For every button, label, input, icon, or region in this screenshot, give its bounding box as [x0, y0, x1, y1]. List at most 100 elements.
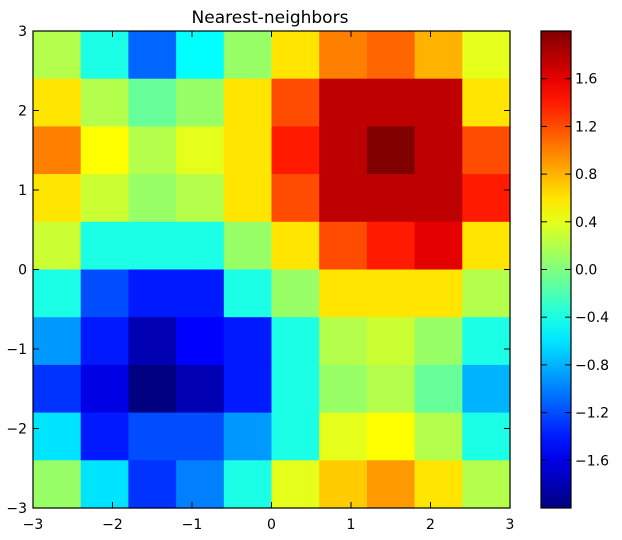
heatmap-cell: [80, 460, 129, 509]
colorbar-tick-label: −1.2: [575, 406, 609, 422]
heatmap-cell: [366, 221, 416, 271]
y-axis: 3 2 1 0 −1 −2 −3: [6, 24, 510, 517]
x-tick-label: 0: [267, 517, 276, 533]
heatmap-cell: [414, 364, 463, 414]
heatmap-cell: [128, 31, 177, 80]
colorbar-tick-label: 0.4: [575, 215, 597, 231]
heatmap-cell: [414, 412, 463, 461]
y-tick-label: −2: [6, 422, 27, 438]
heatmap-cell: [223, 412, 273, 461]
heatmap-cell: [33, 126, 82, 175]
colorbar-tick-label: −1.6: [575, 453, 609, 469]
heatmap-cell: [223, 31, 273, 80]
heatmap-cell: [80, 174, 129, 223]
heatmap-cell: [414, 269, 463, 318]
colorbar-tick-label: 0.8: [575, 167, 597, 183]
heatmap-cell: [176, 269, 225, 318]
heatmap-cell: [223, 269, 273, 318]
heatmap-cell: [366, 269, 416, 318]
heatmap-cell: [128, 269, 177, 318]
heatmap-cell: [176, 78, 225, 127]
colorbar-tick-label: −0.4: [575, 310, 609, 326]
heatmap-cell: [462, 269, 511, 318]
heatmap-cell: [414, 174, 463, 223]
y-tick-label: 2: [18, 104, 27, 120]
heatmap-cell: [128, 412, 177, 461]
heatmap-cell: [271, 78, 320, 127]
heatmap-cell: [128, 317, 177, 366]
heatmap-cell: [80, 317, 129, 366]
heatmap-cell: [80, 31, 129, 80]
heatmap-cell: [33, 364, 82, 414]
heatmap-cell: [414, 460, 463, 509]
heatmap-cell: [223, 460, 273, 509]
heatmap-cell: [271, 31, 320, 80]
heatmap-cell: [366, 31, 416, 80]
colorbar-tick-label: 1.6: [575, 72, 597, 88]
heatmap-cell: [271, 269, 320, 318]
heatmap-cell: [80, 269, 129, 318]
heatmap-cell: [128, 174, 177, 223]
heatmap-cell: [271, 126, 320, 175]
colorbar-tick-label: 1.2: [575, 119, 597, 135]
heatmap-cell: [33, 78, 82, 127]
x-tick-label: −3: [23, 517, 44, 533]
heatmap-cell: [223, 221, 273, 271]
heatmap-cell: [128, 460, 177, 509]
y-tick-label: 0: [18, 263, 27, 279]
heatmap-cell: [223, 364, 273, 414]
heatmap-cell: [319, 221, 368, 271]
y-tick-label: 3: [18, 24, 27, 40]
heatmap-cell: [366, 317, 416, 366]
y-tick-label: −1: [6, 342, 27, 358]
heatmap-cell: [462, 317, 511, 366]
heatmap-cell: [223, 78, 273, 127]
heatmap-cell: [176, 460, 225, 509]
heatmap-cell: [462, 364, 511, 414]
heatmap-cell: [271, 460, 320, 509]
heatmap-cell: [176, 31, 225, 80]
heatmap-cell: [319, 317, 368, 366]
heatmap-cell: [33, 221, 82, 271]
heatmap-cell: [176, 364, 225, 414]
heatmap-cell: [462, 174, 511, 223]
heatmap-cell: [80, 78, 129, 127]
colorbar-tick-label: −0.8: [575, 358, 609, 374]
heatmap-cell: [271, 174, 320, 223]
heatmap-cell: [33, 460, 82, 509]
heatmap-cell: [319, 460, 368, 509]
heatmap-cell: [33, 174, 82, 223]
heatmap-cell: [366, 78, 416, 127]
heatmap-cell: [223, 126, 273, 175]
heatmap-cell: [176, 317, 225, 366]
heatmap-cell: [80, 221, 129, 271]
heatmap-cell: [319, 31, 368, 80]
x-tick-label: −2: [102, 517, 123, 533]
heatmap-cell: [366, 174, 416, 223]
colorbar-tick-label: 0.0: [575, 263, 597, 279]
heatmap-cell: [414, 317, 463, 366]
heatmap-cell: [414, 126, 463, 175]
y-tick-label: −3: [6, 501, 27, 517]
heatmap-cell: [414, 221, 463, 271]
heatmap-cell: [462, 412, 511, 461]
heatmap-cell: [414, 78, 463, 127]
heatmap-cells: [33, 31, 511, 509]
x-tick-label: 1: [347, 517, 356, 533]
heatmap-cell: [176, 412, 225, 461]
x-axis: −3 −2 −1 0 1 2 3: [23, 31, 515, 533]
heatmap-cell: [80, 412, 129, 461]
heatmap-cell: [271, 412, 320, 461]
heatmap-cell: [271, 317, 320, 366]
heatmap-cell: [223, 317, 273, 366]
heatmap-cell: [271, 221, 320, 271]
heatmap-cell: [319, 412, 368, 461]
heatmap-cell: [366, 126, 416, 175]
heatmap-cell: [128, 126, 177, 175]
heatmap-cell: [319, 126, 368, 175]
x-tick-label: 2: [426, 517, 435, 533]
x-tick-label: 3: [506, 517, 515, 533]
heatmap-cell: [319, 174, 368, 223]
heatmap-cell: [33, 317, 82, 366]
